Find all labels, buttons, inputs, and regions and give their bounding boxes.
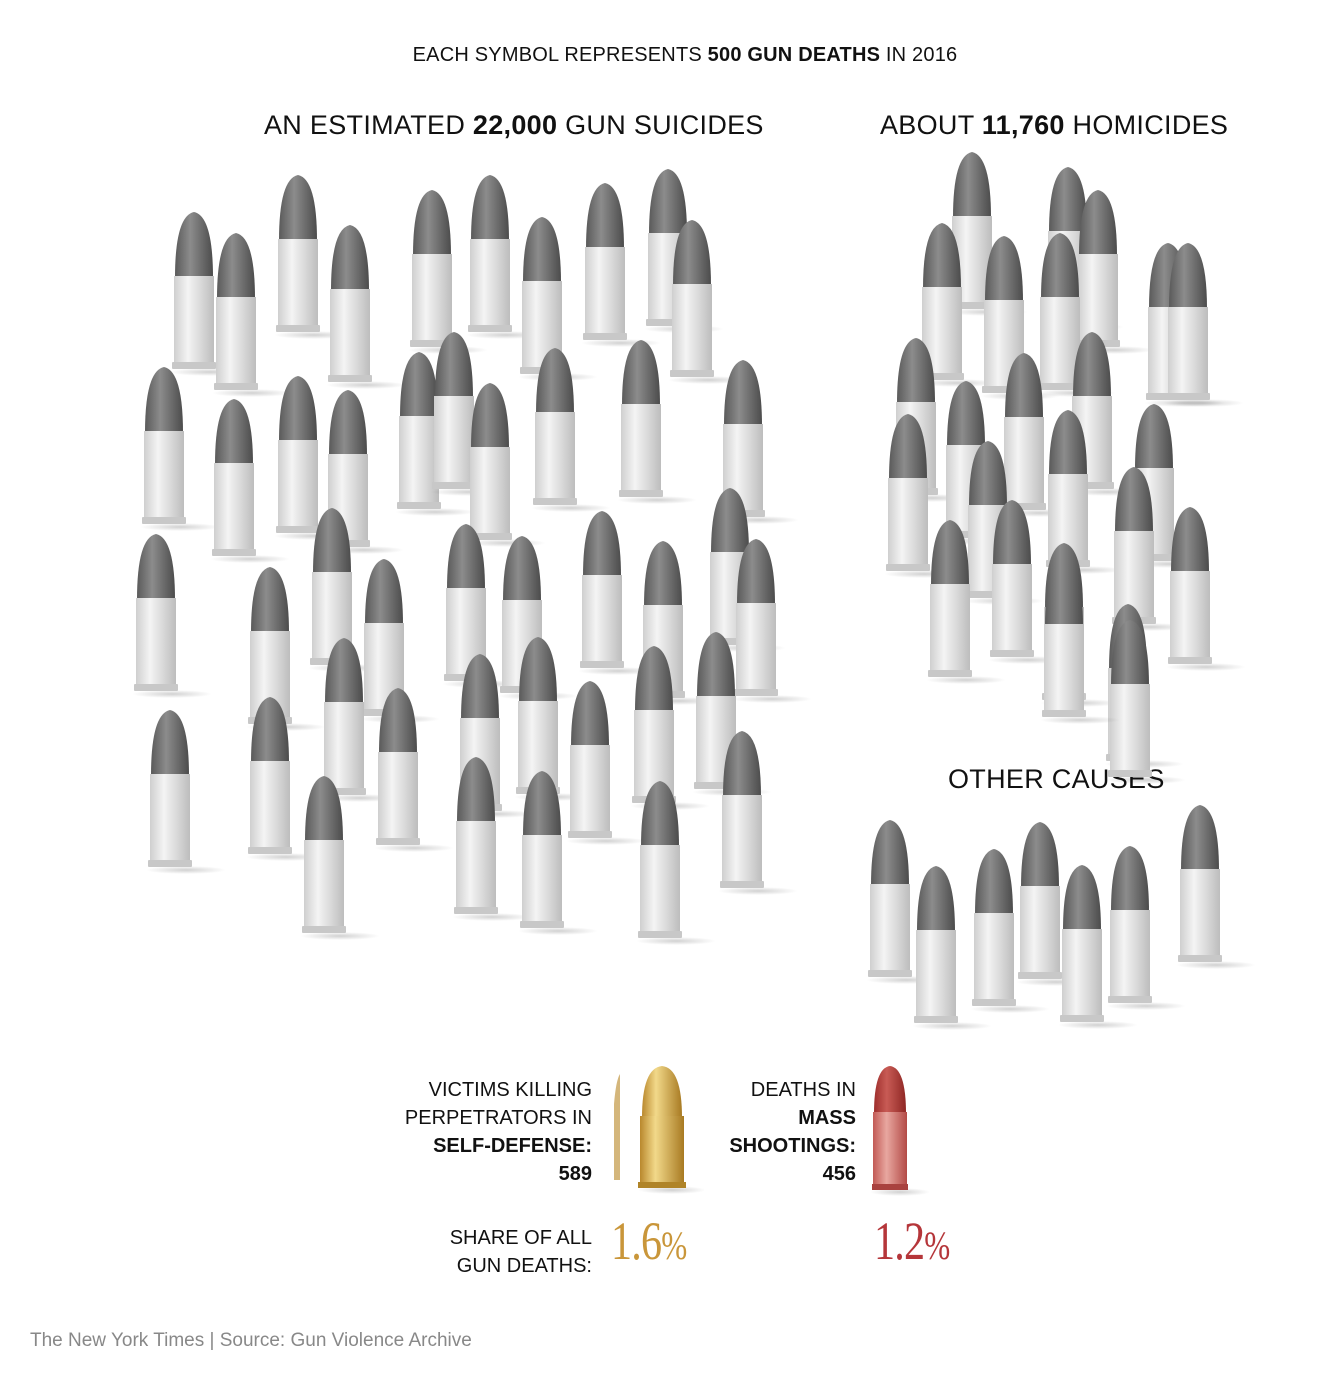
callout-strong: SHOOTINGS: xyxy=(729,1135,856,1157)
bullets-suicides xyxy=(132,169,812,945)
share-label: SHARE OF ALL GUN DEATHS: xyxy=(450,1224,592,1280)
bullet-symbol xyxy=(866,820,946,984)
group-title-value: 22,000 xyxy=(472,110,558,140)
bullet-symbol xyxy=(1000,353,1080,517)
gold-bullet-icon xyxy=(614,1066,704,1194)
bullet-symbol xyxy=(246,697,326,861)
bullet-symbol xyxy=(1176,805,1256,969)
bullet-pictogram xyxy=(132,152,1256,1030)
bullet-symbol xyxy=(581,183,661,347)
bullet-symbol xyxy=(926,520,1006,684)
bullet-symbol xyxy=(466,383,546,547)
callout-line: DEATHS IN xyxy=(750,1079,856,1101)
source-credit: The New York Times | Source: Gun Violenc… xyxy=(30,1330,472,1351)
callout-self-defense: VICTIMS KILLING PERPETRATORS IN SELF-DEF… xyxy=(405,1076,592,1188)
bullet-symbol xyxy=(630,646,710,810)
bullet-symbol xyxy=(518,771,598,935)
group-title-prefix: ABOUT xyxy=(880,110,982,140)
bullet-symbol xyxy=(531,348,611,512)
share-self-defense: 1.6% xyxy=(611,1210,687,1272)
group-title-prefix: AN ESTIMATED xyxy=(264,110,473,140)
bullet-symbol xyxy=(970,849,1050,1013)
bullet-symbol xyxy=(210,399,290,563)
bullet-symbol xyxy=(988,500,1068,664)
bullet-symbol xyxy=(1036,233,1116,397)
group-title-homicides: ABOUT 11,760 HOMICIDES xyxy=(880,110,1228,141)
bullet-symbol xyxy=(212,233,292,397)
bullet-symbol xyxy=(374,688,454,852)
bullet-symbol xyxy=(300,776,380,940)
bullet-symbol xyxy=(274,175,354,339)
red-bullet-icon xyxy=(870,1066,930,1196)
group-title-value: 11,760 xyxy=(981,110,1065,140)
callout-line: VICTIMS KILLING xyxy=(428,1079,592,1101)
bullet-symbol xyxy=(408,190,488,354)
bullet-symbol xyxy=(636,781,716,945)
callout-mass-shootings: DEATHS IN MASS SHOOTINGS: 456 xyxy=(729,1076,856,1188)
bullet-symbol xyxy=(1166,507,1246,671)
bullet-symbol xyxy=(452,757,532,921)
callout-line: PERPETRATORS IN xyxy=(404,1107,592,1129)
chart-header: EACH SYMBOL REPRESENTS 500 GUN DEATHS IN… xyxy=(0,44,1328,67)
bullet-symbol xyxy=(718,731,798,895)
share-unit: % xyxy=(661,1223,687,1268)
header-strong: 500 GUN DEATHS xyxy=(707,44,881,66)
bullet-symbol xyxy=(132,534,212,698)
bullet-symbol xyxy=(617,340,697,504)
bullet-symbol xyxy=(430,332,510,496)
group-title-suffix: HOMICIDES xyxy=(1064,110,1229,140)
bullet-symbol xyxy=(578,511,658,675)
bullet-symbol xyxy=(170,212,250,376)
bullet-symbol xyxy=(1106,846,1186,1010)
bullet-symbol xyxy=(668,220,748,384)
callout-strong: MASS xyxy=(798,1107,856,1129)
bullet-symbol xyxy=(1074,190,1154,354)
bullets-other xyxy=(866,805,1256,1030)
bullet-symbol xyxy=(1040,560,1120,724)
bullet-symbol xyxy=(146,710,226,874)
bullet-symbol xyxy=(1106,620,1186,784)
bullet-symbol xyxy=(732,539,812,703)
group-title-suffix: GUN SUICIDES xyxy=(557,110,764,140)
group-title-suicides: AN ESTIMATED 22,000 GUN SUICIDES xyxy=(264,110,764,141)
share-label-line: GUN DEATHS: xyxy=(456,1255,592,1277)
share-value: 1.6 xyxy=(611,1211,662,1271)
callout-value: 456 xyxy=(822,1163,856,1185)
bullet-symbol xyxy=(912,866,992,1030)
bullet-symbol xyxy=(140,367,220,531)
bullet-symbol xyxy=(320,638,400,802)
callout-strong: SELF-DEFENSE: xyxy=(433,1135,592,1157)
share-label-line: SHARE OF ALL xyxy=(449,1227,592,1249)
bullet-symbol xyxy=(1164,243,1244,407)
bullets-homicides xyxy=(884,152,1246,784)
bullet-symbol xyxy=(395,352,475,516)
share-value: 1.2 xyxy=(874,1211,925,1271)
share-unit: % xyxy=(924,1223,950,1268)
header-prefix: EACH SYMBOL REPRESENTS xyxy=(412,44,708,66)
bullet-symbol xyxy=(326,225,406,389)
bullet-symbol xyxy=(566,681,646,845)
share-mass-shootings: 1.2% xyxy=(874,1210,950,1272)
header-suffix: IN 2016 xyxy=(880,44,958,66)
bullet-symbol xyxy=(1058,865,1138,1029)
bullet-symbol xyxy=(246,567,326,731)
callout-value: 589 xyxy=(558,1163,592,1185)
bullet-symbol xyxy=(918,223,998,387)
bullet-symbol xyxy=(980,236,1060,400)
